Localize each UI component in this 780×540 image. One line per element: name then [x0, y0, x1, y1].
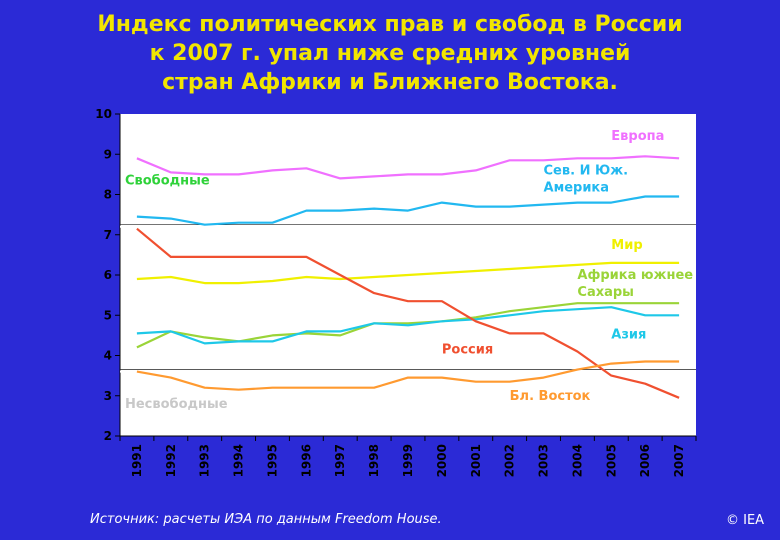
- series-label: Африка южнее Сахары: [577, 268, 693, 300]
- y-tick-label: 5: [104, 308, 112, 322]
- series-line: [136, 261, 680, 285]
- y-tick-label: 2: [104, 429, 112, 443]
- series-label-line: Сахары: [577, 285, 634, 300]
- series-label: Азия: [611, 328, 646, 343]
- x-tick-label: 1997: [333, 444, 347, 477]
- series-label: Европа: [611, 129, 664, 144]
- x-tick-label: 1992: [164, 444, 178, 477]
- title-line-2: к 2007 г. упал ниже средних уровней: [149, 41, 631, 66]
- x-tick-label: 2006: [638, 444, 652, 477]
- series-label-line: Бл. Восток: [510, 389, 591, 404]
- series-label-line: Европа: [611, 129, 664, 144]
- series-line: [136, 360, 680, 391]
- series-label-line: Азия: [611, 328, 646, 343]
- title-line-1: Индекс политических прав и свобод в Росс…: [97, 12, 683, 37]
- zone-label: Несвободные: [125, 397, 228, 412]
- series-line: [136, 306, 680, 345]
- copyright-note: © IEA: [726, 513, 765, 528]
- x-tick-label: 1994: [232, 444, 246, 477]
- series-label: Сев. И Юж. Америка: [544, 163, 629, 195]
- x-tick-label: 2002: [503, 444, 517, 477]
- series-line: [136, 155, 680, 180]
- series-line: [136, 302, 680, 349]
- x-tick-label: 1998: [367, 444, 381, 477]
- x-tick-label: 1996: [299, 444, 313, 477]
- series-label-line: Америка: [544, 180, 610, 195]
- y-tick-label: 6: [104, 268, 112, 282]
- x-tick-label: 2003: [537, 444, 551, 477]
- y-tick-label: 9: [104, 147, 112, 161]
- series-label-line: Сев. И Юж.: [544, 163, 629, 178]
- y-tick-label: 7: [104, 228, 112, 242]
- series-label-line: Россия: [442, 342, 493, 357]
- series-label: Мир: [611, 238, 642, 253]
- x-tick-label: 1995: [265, 444, 279, 477]
- series-line: [136, 227, 680, 399]
- x-tick-label: 2004: [570, 444, 584, 477]
- y-tick-label: 10: [95, 107, 112, 121]
- series-label: Бл. Восток: [510, 389, 591, 404]
- series-label-line: Африка южнее: [577, 268, 693, 283]
- chart-title: Индекс политических прав и свобод в Росс…: [40, 10, 740, 97]
- y-tick-label: 8: [104, 188, 112, 202]
- y-tick-label: 3: [104, 389, 112, 403]
- x-tick-label: 1991: [130, 444, 144, 477]
- x-tick-label: 2000: [435, 444, 449, 477]
- title-line-3: стран Африки и Ближнего Востока.: [162, 70, 618, 95]
- x-tick-label: 1993: [198, 444, 212, 477]
- zone-label: Свободные: [125, 173, 210, 188]
- y-tick-label: 4: [104, 349, 112, 363]
- series-line: [136, 195, 680, 226]
- x-tick-label: 1999: [401, 444, 415, 477]
- x-tick-label: 2005: [604, 444, 618, 477]
- x-tick-label: 2001: [469, 444, 483, 477]
- x-tick-label: 2007: [672, 444, 686, 477]
- series-label: Россия: [442, 342, 493, 357]
- series-label-line: Мир: [611, 238, 642, 253]
- source-note: Источник: расчеты ИЭА по данным Freedom …: [90, 512, 442, 527]
